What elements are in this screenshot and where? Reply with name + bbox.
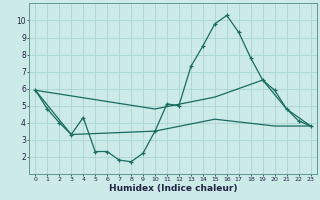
X-axis label: Humidex (Indice chaleur): Humidex (Indice chaleur): [109, 184, 237, 193]
